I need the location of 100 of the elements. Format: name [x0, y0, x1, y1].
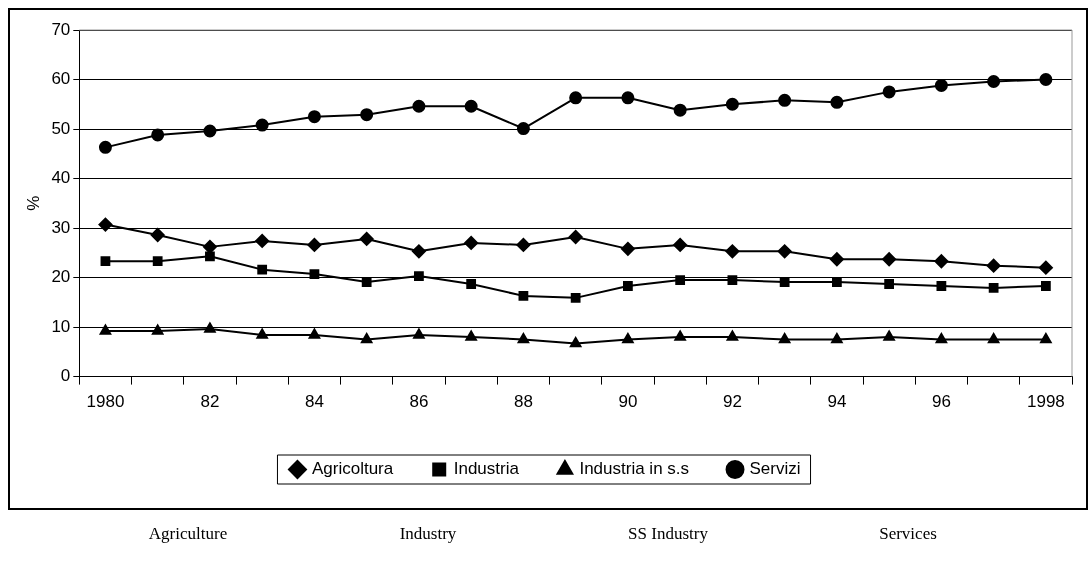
- point: [727, 275, 738, 285]
- point: [829, 252, 844, 267]
- point: [673, 237, 688, 252]
- point: [726, 330, 739, 341]
- point: [987, 332, 1000, 344]
- x-tick-label: 84: [304, 392, 324, 412]
- point: [675, 275, 686, 285]
- point: [882, 252, 897, 267]
- point: [464, 99, 478, 113]
- x-tick-label: 94: [827, 392, 847, 412]
- point: [569, 336, 582, 348]
- x-tick-label: 88: [513, 392, 533, 412]
- text: Agriculture: [147, 524, 229, 544]
- y-tick-label: 0: [60, 366, 71, 386]
- point: [255, 118, 269, 132]
- x-tick-label: 92: [722, 392, 742, 412]
- point: [987, 75, 1001, 88]
- point: [361, 277, 372, 287]
- point: [412, 99, 426, 113]
- point: [516, 237, 531, 252]
- x-tick-label: 1998: [1026, 392, 1065, 412]
- point: [202, 239, 217, 254]
- point: [150, 227, 165, 242]
- point: [466, 279, 477, 289]
- point: [935, 332, 948, 344]
- y-tick-label: 40: [51, 168, 71, 188]
- point: [360, 332, 373, 344]
- point: [570, 292, 581, 303]
- point: [205, 251, 215, 262]
- point: [518, 291, 529, 301]
- legend-label: Industria: [453, 459, 520, 479]
- y-tick-label: 50: [51, 118, 71, 138]
- point: [1040, 332, 1052, 344]
- point: [934, 254, 949, 269]
- legend-label: Industria in s.s: [579, 459, 690, 479]
- y-axis-title: %: [23, 195, 43, 211]
- text: Industry: [398, 524, 458, 544]
- x-tick-label: 82: [200, 392, 220, 412]
- point: [883, 330, 895, 341]
- x-tick-label: 90: [618, 392, 638, 412]
- point: [623, 281, 633, 291]
- point: [1038, 260, 1053, 275]
- x-tick-label: 86: [409, 392, 429, 412]
- point: [307, 237, 322, 252]
- y-tick-label: 70: [51, 19, 71, 39]
- point: [986, 258, 1001, 273]
- point: [204, 322, 216, 333]
- point: [830, 95, 844, 109]
- point: [725, 97, 739, 111]
- y-tick-label: 60: [51, 69, 71, 89]
- point: [360, 108, 374, 122]
- point: [152, 256, 163, 267]
- legend-label: Agricoltura: [311, 459, 394, 479]
- point: [413, 328, 425, 339]
- y-tick-label: 30: [51, 217, 71, 237]
- point: [309, 269, 320, 279]
- text: Services: [878, 524, 938, 544]
- point: [1039, 73, 1053, 87]
- x-tick-label: 96: [931, 392, 951, 412]
- point: [257, 264, 268, 275]
- point: [1040, 281, 1051, 291]
- y-tick-label: 10: [51, 316, 71, 336]
- point: [414, 271, 424, 281]
- point: [411, 244, 426, 259]
- point: [465, 330, 477, 341]
- point: [620, 241, 635, 256]
- point: [831, 332, 843, 344]
- point: [98, 217, 113, 232]
- point: [359, 231, 374, 246]
- point: [884, 279, 895, 289]
- point: [255, 233, 270, 248]
- point: [568, 229, 583, 244]
- point: [832, 277, 842, 287]
- point: [674, 330, 686, 341]
- point: [673, 103, 687, 117]
- point: [151, 324, 164, 335]
- x-tick-label: 1980: [86, 392, 125, 412]
- y-tick-label: 20: [51, 267, 71, 287]
- point: [307, 110, 321, 124]
- point: [622, 332, 634, 344]
- point: [934, 78, 948, 92]
- point: [98, 140, 112, 154]
- point: [725, 244, 740, 259]
- point: [621, 91, 635, 105]
- point: [203, 124, 217, 138]
- point: [308, 328, 321, 339]
- point: [99, 324, 112, 335]
- point: [151, 128, 165, 142]
- point: [777, 244, 792, 259]
- legend-label: Servizi: [749, 459, 801, 479]
- text: SS Industry: [627, 524, 709, 544]
- point: [100, 256, 111, 267]
- point: [569, 91, 583, 105]
- point: [988, 283, 999, 293]
- point: [517, 332, 530, 344]
- point: [778, 332, 791, 344]
- point: [936, 281, 947, 291]
- point: [778, 93, 792, 107]
- point: [516, 122, 530, 136]
- point: [882, 85, 896, 99]
